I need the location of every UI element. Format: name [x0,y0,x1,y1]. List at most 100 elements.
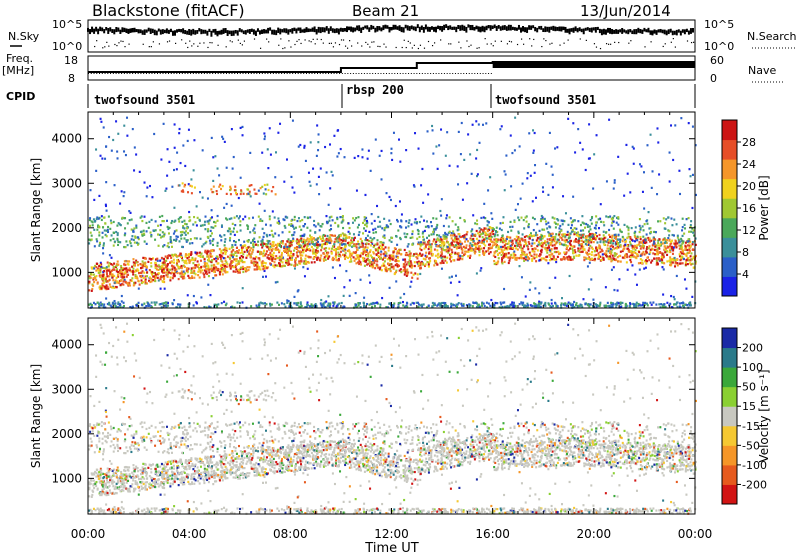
echo-cell [513,149,516,152]
echo-cell [163,244,166,247]
nsearch-point [122,40,124,43]
echo-cell [259,253,262,256]
echo-cell [639,235,642,239]
nave-point [132,73,134,74]
echo-cell [446,233,449,236]
nave-point [90,73,92,74]
echo-cell [475,247,478,251]
echo-cell [646,302,649,305]
echo-cell [402,304,405,307]
echo-cell [211,239,214,243]
echo-cell [223,240,226,243]
echo-cell [486,224,489,227]
nsearch-point [618,41,620,44]
echo-cell [612,266,615,269]
echo-cell [183,185,186,188]
nave-point [239,73,241,74]
echo-cell [269,153,272,156]
echo-cell [359,278,362,281]
echo-cell [133,262,136,265]
nsearch-point [365,41,367,44]
echo-cell [567,249,570,252]
echo-cell [383,229,386,232]
echo-cell [215,260,218,263]
echo-cell [140,281,143,285]
nsearch-point [383,43,385,45]
echo-cell [187,128,190,131]
echo-cell [91,283,94,286]
echo-cell [234,270,237,273]
echo-cell [128,219,131,222]
echo-cell [566,256,569,259]
echo-cell [194,257,197,260]
echo-cell [594,233,597,236]
echo-cell [690,230,693,233]
echo-cell [110,305,113,308]
echo-cell [518,257,521,260]
echo-cell [239,301,242,305]
echo-cell [619,244,622,247]
nave-point [385,73,387,74]
echo-cell [192,169,195,172]
nsearch-point [379,45,381,48]
echo-cell [690,263,693,266]
echo-cell [556,238,559,241]
echo-cell [533,247,536,250]
echo-cell [657,244,660,247]
echo-cell [388,219,391,222]
echo-cell [630,244,633,247]
echo-cell [172,255,175,258]
echo-cell [153,132,156,136]
echo-cell [446,247,449,250]
nave-point [93,73,95,74]
echo-cell [100,218,103,222]
echo-cell [493,243,496,246]
echo-cell [445,245,448,248]
echo-cell [150,258,153,261]
nave-point [391,73,393,74]
echo-cell [664,247,667,250]
echo-cell [558,231,561,234]
echo-cell [146,186,149,189]
echo-cell [270,303,273,306]
nsearch-point [346,47,349,49]
echo-cell [615,247,618,250]
echo-cell [94,303,97,306]
echo-cell [413,261,416,264]
echo-cell [390,263,393,266]
echo-cell [489,246,492,249]
echo-cell [328,236,331,239]
echo-cell [593,226,596,230]
echo-cell [682,240,685,243]
echo-cell [324,254,327,258]
nave-point [336,73,338,74]
nave-point [479,73,481,74]
echo-cell [649,133,652,136]
echo-cell [119,224,122,227]
echo-cell [96,282,99,285]
echo-cell [112,265,115,269]
echo-cell [324,258,327,261]
echo-cell [370,213,373,216]
echo-cell [473,249,476,252]
echo-cell [239,126,242,130]
echo-cell [615,242,618,245]
echo-cell [210,136,213,140]
echo-cell [96,228,99,231]
echo-cell [254,192,257,195]
echo-cell [588,247,591,250]
echo-cell [630,261,633,264]
echo-cell [210,209,213,212]
echo-cell [349,244,352,247]
echo-cell [170,221,173,225]
nave-point [358,73,360,74]
echo-cell [267,257,270,260]
echo-cell [374,227,377,230]
echo-cell [522,218,525,222]
echo-cell [532,129,535,132]
nsearch-point [304,39,306,41]
echo-cell [163,271,166,274]
echo-cell [181,220,184,223]
echo-cell [404,271,407,274]
echo-cell [565,251,568,254]
